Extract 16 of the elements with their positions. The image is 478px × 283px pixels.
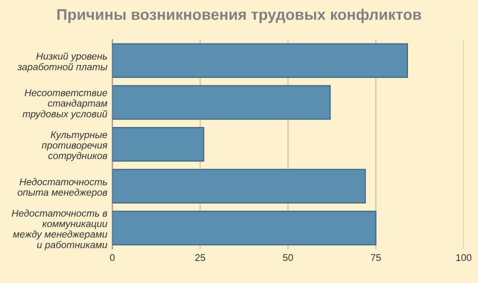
y-tick-label: Культурные противоречия сотрудников <box>42 131 108 162</box>
y-tick-label: Недостаточность в коммуникации между менеджерами и работниками <box>12 210 108 250</box>
x-tick-label: 75 <box>370 254 381 262</box>
bar <box>112 85 331 120</box>
bar <box>112 43 408 78</box>
chart-title: Причины возникновения трудовых конфликтов <box>57 8 422 23</box>
x-tick-label: 50 <box>282 254 294 262</box>
bar <box>112 127 204 162</box>
x-tick-label: 0 <box>110 254 115 262</box>
y-tick-label: Недостаточность опыта менеджеров <box>18 178 108 198</box>
y-tick-label: Несоответствие стандартам трудовых условий <box>22 89 108 120</box>
x-tick-label: 25 <box>195 254 206 262</box>
x-tick-label: 100 <box>456 254 472 262</box>
y-tick-label: Низкий уровень заработной платы <box>17 52 108 72</box>
bar <box>112 210 376 246</box>
bar <box>112 168 366 204</box>
